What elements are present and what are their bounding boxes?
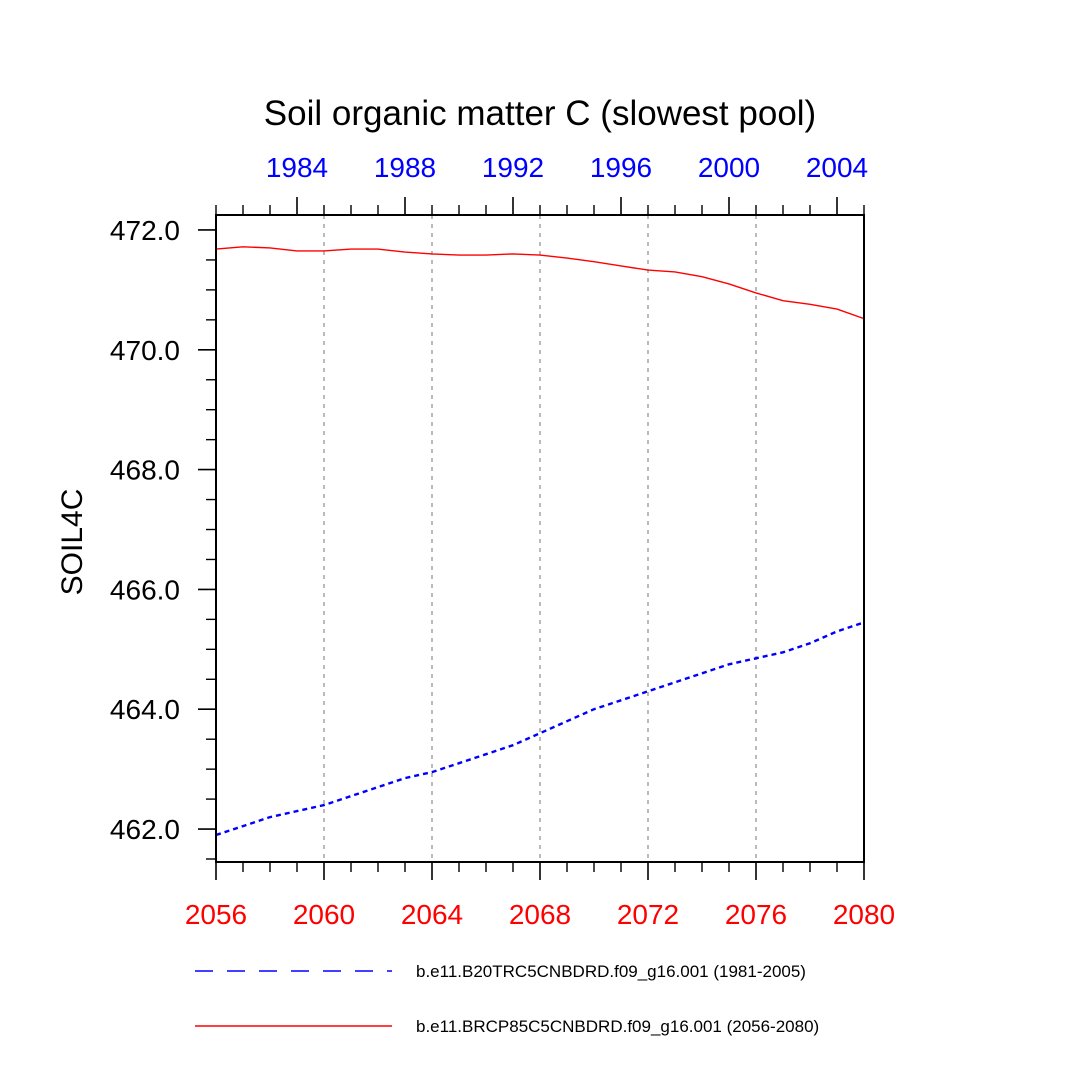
plot-frame xyxy=(215,214,865,863)
y-tick-label: 462.0 xyxy=(110,814,180,845)
x-bottom-tick-label: 2080 xyxy=(833,899,895,930)
x-top-tick-label: 1992 xyxy=(482,152,544,183)
x-bottom-tick-label: 2060 xyxy=(293,899,355,930)
axis-ticks xyxy=(198,197,865,880)
y-tick-label: 464.0 xyxy=(110,694,180,725)
x-bottom-tick-label: 2076 xyxy=(725,899,787,930)
x-bottom-tick-label: 2072 xyxy=(617,899,679,930)
series-line-1 xyxy=(215,621,865,837)
chart-title: Soil organic matter C (slowest pool) xyxy=(264,94,816,133)
y-axis-label: SOIL4C xyxy=(56,489,89,596)
x-top-tick-label: 1996 xyxy=(590,152,652,183)
series-line-2 xyxy=(215,246,865,320)
x-bottom-tick-label: 2056 xyxy=(185,899,247,930)
x-top-tick-label: 2004 xyxy=(806,152,868,183)
legend-label-2: b.e11.BRCP85C5CNBDRD.f09_g16.001 (2056-2… xyxy=(416,1017,819,1036)
x-top-tick-label: 1988 xyxy=(374,152,436,183)
y-tick-label: 466.0 xyxy=(110,574,180,605)
x-bottom-tick-label: 2064 xyxy=(401,899,463,930)
y-tick-label: 472.0 xyxy=(110,215,180,246)
x-top-tick-label: 2000 xyxy=(698,152,760,183)
y-tick-label: 468.0 xyxy=(110,455,180,486)
tick-labels: 2056 2060 2064 2068 2072 2076 2080 1984 1988 1992… xyxy=(110,152,895,930)
y-tick-label: 470.0 xyxy=(110,335,180,366)
x-top-tick-label: 1984 xyxy=(266,152,328,183)
grid-lines xyxy=(323,215,757,862)
legend: b.e11.B20TRC5CNBDRD.f09_g16.001 (1981-20… xyxy=(195,962,819,1036)
legend-label-1: b.e11.B20TRC5CNBDRD.f09_g16.001 (1981-20… xyxy=(416,962,806,981)
series-lines xyxy=(215,246,865,837)
x-bottom-tick-label: 2068 xyxy=(509,899,571,930)
